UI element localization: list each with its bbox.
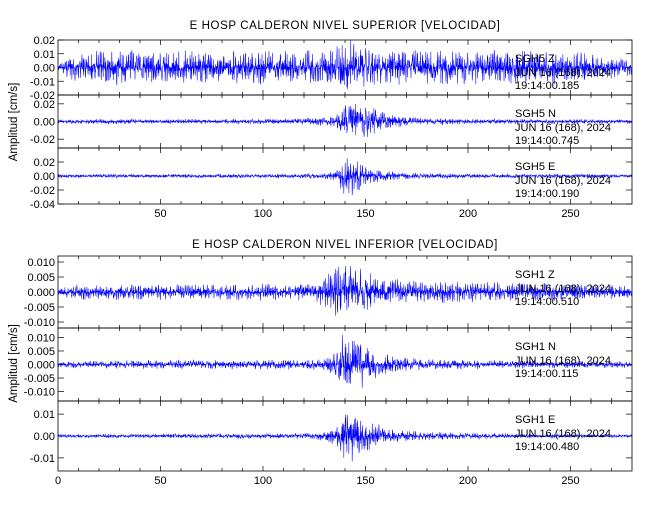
y-tick-label: -0.01 [30,453,55,465]
x-tick-label: 200 [459,475,477,487]
y-tick-label: -0.005 [24,373,55,385]
x-tick-label: 50 [154,475,166,487]
date-label: JUN 16 (168), 2024 [515,283,611,295]
y-tick-label: 0.02 [34,35,55,47]
time-label: 19:14:00.185 [515,80,579,92]
y-tick-label: 0.010 [27,332,55,344]
x-tick-label: 50 [154,208,166,220]
y-tick-label: 0.02 [34,99,55,111]
y-tick-label: 0.00 [34,63,55,75]
date-label: JUN 16 (168), 2024 [515,122,611,134]
x-tick-label: 200 [459,208,477,220]
x-tick-label: 150 [356,208,374,220]
station-label: SGH1 Z [515,269,555,281]
y-tick-label: -0.010 [24,317,55,329]
waveform-trace [57,103,633,137]
y-tick-label: 0.00 [34,117,55,129]
station-label: SGH1 N [515,341,556,353]
x-tick-label: 250 [561,475,579,487]
time-label: 19:14:00.510 [515,296,579,308]
chart-title: E HOSP CALDERON NIVEL INFERIOR [VELOCIDA… [192,239,498,251]
time-label: 19:14:00.115 [515,368,578,380]
time-label: 19:14:00.480 [515,441,579,453]
y-tick-label: 0.005 [27,346,55,358]
date-label: JUN 16 (168), 2024 [515,355,611,367]
y-tick-label: -0.010 [24,387,55,399]
y-tick-label: 0.005 [27,272,55,284]
x-tick-label: 100 [254,475,272,487]
x-tick-label: 250 [561,208,579,220]
y-tick-label: -0.02 [30,134,55,146]
waveform-trace [57,158,633,196]
waveform-trace [57,265,633,316]
waveform-trace [57,335,633,388]
y-tick-label: 0.000 [27,360,55,372]
y-tick-label: 0.02 [34,157,55,169]
y-tick-label: 0.00 [34,171,55,183]
y-axis-label: Amplitud [cm/s] [8,324,20,403]
date-label: JUN 16 (168), 2024 [515,428,611,440]
y-tick-label: 0.00 [34,431,55,443]
waveform-trace [57,414,633,462]
y-tick-label: -0.04 [30,199,55,211]
date-label: JUN 16 (168), 2024 [515,175,611,187]
y-tick-label: -0.005 [24,302,55,314]
y-tick-label: -0.02 [30,185,55,197]
station-label: SGH5 Z [515,53,555,65]
station-label: SGH5 E [515,161,555,173]
y-tick-label: 0.01 [34,49,55,61]
y-tick-label: 0.01 [34,409,55,421]
y-tick-label: 0.010 [27,257,55,269]
y-axis-label: Amplitud [cm/s] [8,83,20,162]
y-tick-label: -0.02 [30,90,55,102]
time-label: 19:14:00.745 [515,135,579,147]
y-tick-label: -0.01 [30,76,55,88]
x-tick-label: 0 [55,475,61,487]
chart-title: E HOSP CALDERON NIVEL SUPERIOR [VELOCIDA… [190,20,501,32]
x-tick-label: 150 [356,475,374,487]
station-label: SGH1 E [515,414,555,426]
date-label: JUN 16 (168), 2024 [515,67,611,79]
time-label: 19:14:00.190 [515,188,579,200]
station-label: SGH5 N [515,108,556,120]
y-tick-label: 0.000 [27,287,55,299]
x-tick-label: 100 [254,208,272,220]
waveform-trace [57,40,633,90]
